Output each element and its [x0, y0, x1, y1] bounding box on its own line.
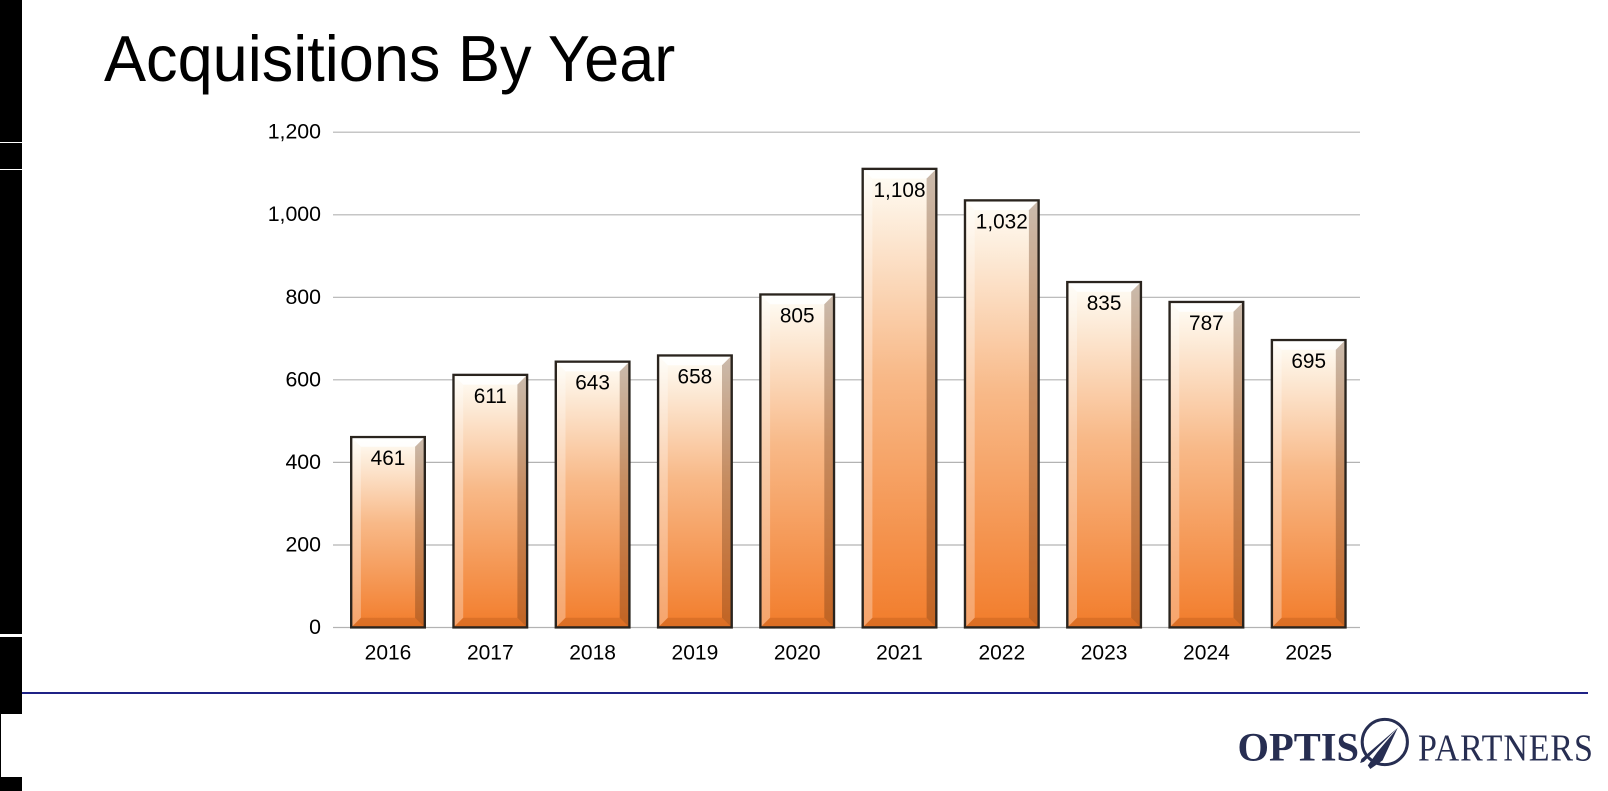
svg-text:2017: 2017	[467, 641, 514, 664]
svg-text:1,032: 1,032	[976, 210, 1028, 233]
svg-text:800: 800	[285, 285, 321, 309]
svg-text:658: 658	[678, 366, 713, 389]
svg-text:OPTIS: OPTIS	[1238, 724, 1360, 769]
svg-text:2025: 2025	[1285, 641, 1332, 664]
svg-text:2016: 2016	[365, 641, 412, 664]
svg-text:1,108: 1,108	[873, 179, 925, 202]
svg-text:835: 835	[1087, 292, 1122, 315]
svg-text:1,000: 1,000	[268, 202, 321, 226]
svg-text:2024: 2024	[1183, 641, 1230, 664]
svg-text:1,200: 1,200	[268, 120, 321, 144]
svg-text:2022: 2022	[978, 641, 1025, 664]
svg-text:200: 200	[285, 533, 321, 557]
svg-text:600: 600	[285, 367, 321, 391]
svg-text:2023: 2023	[1081, 641, 1128, 664]
svg-text:461: 461	[371, 447, 406, 470]
svg-text:805: 805	[780, 305, 815, 328]
svg-text:400: 400	[285, 450, 321, 474]
svg-text:2019: 2019	[672, 641, 719, 664]
svg-text:611: 611	[474, 385, 507, 408]
svg-text:695: 695	[1291, 350, 1326, 373]
svg-text:787: 787	[1189, 312, 1224, 335]
svg-text:2021: 2021	[876, 641, 923, 664]
svg-text:2020: 2020	[774, 641, 821, 664]
svg-text:0: 0	[309, 615, 321, 639]
svg-text:2018: 2018	[569, 641, 616, 664]
svg-text:PARTNERS: PARTNERS	[1418, 727, 1594, 769]
svg-text:643: 643	[575, 372, 610, 395]
